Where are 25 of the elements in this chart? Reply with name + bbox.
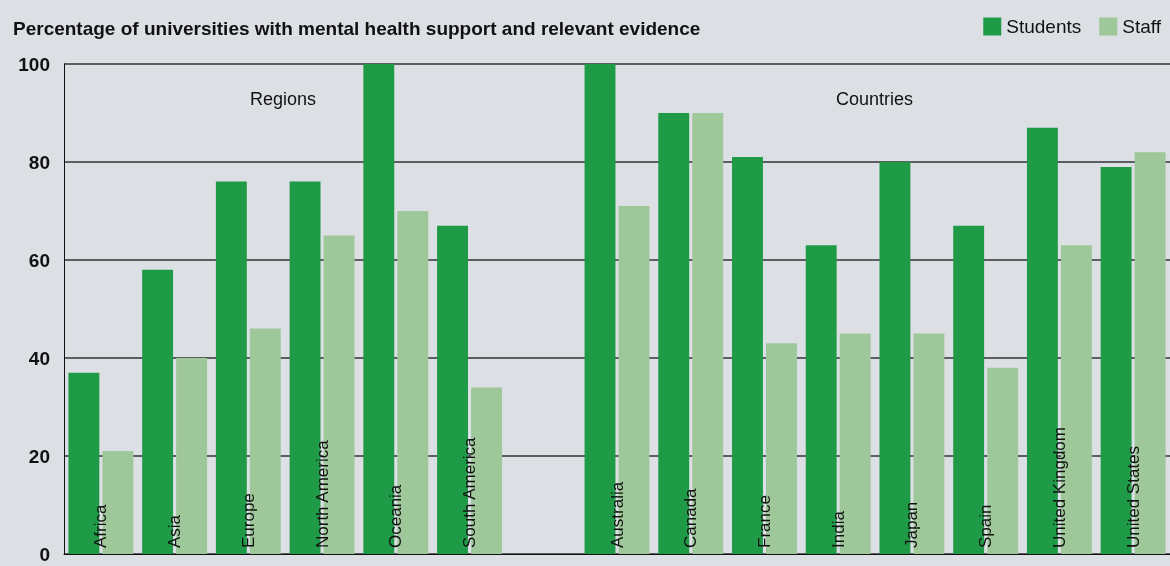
x-tick-label: Spain bbox=[976, 504, 996, 548]
x-tick-label: Japan bbox=[902, 501, 922, 548]
x-tick-label: France bbox=[754, 495, 774, 548]
x-tick-label: Asia bbox=[165, 514, 185, 548]
x-tick-label: United States bbox=[1123, 445, 1143, 548]
y-tick-label: 0 bbox=[39, 543, 50, 565]
x-tick-label: South America bbox=[460, 436, 480, 548]
y-tick-label: 40 bbox=[28, 347, 50, 369]
chart-title: Percentage of universities with mental health support and relevant evidence bbox=[13, 18, 701, 39]
y-tick-label: 80 bbox=[28, 151, 50, 173]
x-tick-label: Europe bbox=[238, 493, 258, 548]
x-tick-label: North America bbox=[312, 439, 332, 548]
x-tick-label: Oceania bbox=[386, 484, 406, 548]
y-tick-label: 20 bbox=[28, 445, 50, 467]
x-tick-label: Australia bbox=[607, 481, 627, 548]
x-tick-label: India bbox=[828, 510, 848, 548]
legend-label: Staff bbox=[1122, 16, 1162, 37]
x-tick-label: United Kingdom bbox=[1049, 427, 1069, 548]
y-tick-label: 60 bbox=[28, 249, 50, 271]
annotation: Countries bbox=[836, 89, 914, 109]
annotation: Regions bbox=[250, 89, 317, 109]
legend-label: Students bbox=[1006, 16, 1082, 37]
y-tick-label: 100 bbox=[18, 53, 50, 75]
x-tick-label: Canada bbox=[681, 487, 701, 548]
x-tick-label: Africa bbox=[91, 504, 111, 548]
